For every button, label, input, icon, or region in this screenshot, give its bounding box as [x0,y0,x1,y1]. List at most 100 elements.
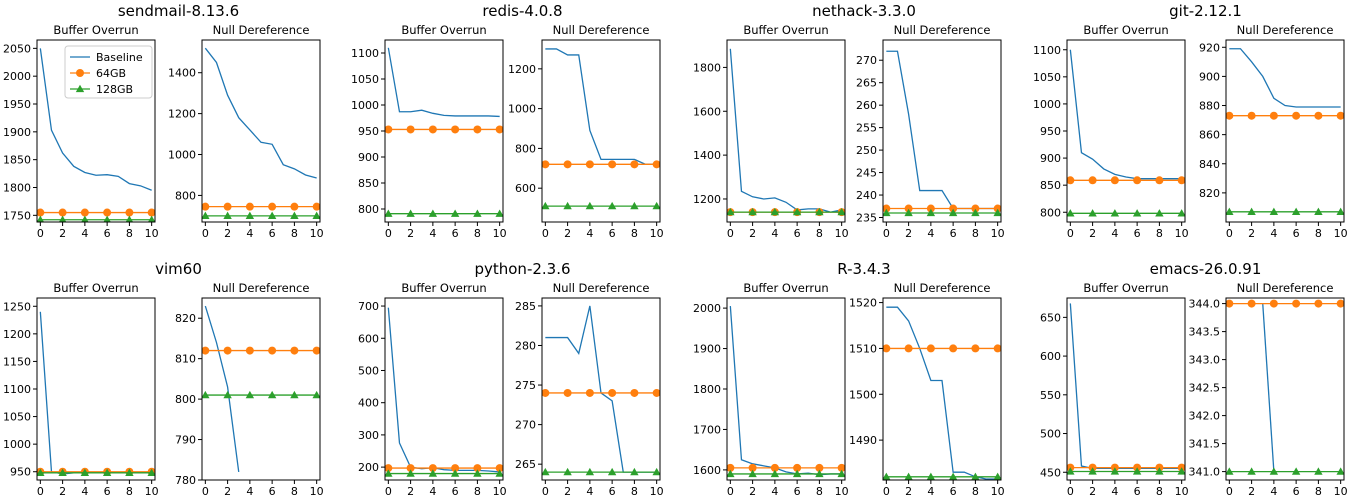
marker-triangle [1247,467,1256,475]
x-tick-label: 6 [794,227,801,240]
marker-circle [125,208,134,217]
x-tick-label: 10 [1334,485,1348,497]
y-tick-label: 250 [856,144,877,157]
y-tick-label: 200 [358,461,379,474]
y-tick-label: 235 [856,212,877,225]
marker-triangle [748,207,757,216]
marker-triangle [450,209,460,217]
panel-r-3-4-3-null-dereference: Null Dereference 1490 1500 1510 1520 0 2 4 6 8 10 [849,281,1005,497]
y-tick-label: 1050 [351,73,379,86]
y-tick-label: 1600 [693,105,721,118]
y-tick-label: 1850 [3,154,31,167]
subplot-title: Null Dereference [213,281,310,295]
marker-circle [473,464,482,473]
marker-triangle [904,208,913,217]
y-tick-label: 1000 [3,438,31,451]
marker-triangle [202,390,210,399]
group-title-vim60: vim60 [155,260,202,278]
series-128gb [883,208,1001,217]
marker-circle [926,204,935,213]
series-baseline [729,48,842,213]
marker-triangle [727,469,735,478]
y-tick-label: 1200 [508,63,536,76]
marker-triangle [103,215,111,222]
series-baseline [729,306,842,476]
marker-triangle [1314,207,1323,215]
x-tick-label: 4 [927,485,934,497]
y-tick-label: 275 [515,379,536,392]
series-baseline [545,305,657,473]
axes-frame [882,39,1002,223]
series-line-baseline [545,48,657,165]
x-tick-label: 2 [749,227,756,240]
x-tick-label: 6 [1134,227,1141,240]
marker-triangle [37,215,45,222]
marker-triangle [81,215,89,222]
axes-frame [201,297,321,481]
marker-triangle [837,207,845,216]
x-tick-label: 10 [1175,485,1189,497]
marker-triangle [1336,467,1344,475]
x-tick-label: 4 [1111,227,1118,240]
legend-label: Baseline [96,51,143,64]
x-tick-label: 6 [609,227,616,240]
marker-triangle [1110,467,1120,475]
series-64gb [883,204,1001,213]
marker-triangle [1132,467,1142,475]
marker-triangle [223,390,232,399]
marker-triangle [1226,207,1234,215]
panel-nethack-3-3-0-null-dereference: Null Dereference235240245250255260265270… [856,23,1005,240]
x-tick-label: 2 [564,227,571,240]
marker-triangle [815,469,824,478]
marker-circle [290,346,299,355]
series-128gb [1067,467,1185,475]
panel-redis-4-0-8-buffer-overrun: Buffer Overrun 800 850 900 950 1000 1050 1100 0 2… [351,23,507,240]
series-line-baseline [545,305,657,473]
x-tick-label: 4 [246,485,253,497]
series-line-baseline [886,50,998,210]
marker-circle [58,208,67,217]
marker-circle [971,204,980,213]
marker-triangle [585,201,595,210]
marker-triangle [385,469,393,477]
marker-circle [652,388,660,397]
x-tick-label: 10 [145,227,159,240]
x-tick-label: 8 [474,485,481,497]
y-tick-label: 1400 [168,67,196,80]
marker-triangle [406,209,415,217]
marker-circle [1177,463,1185,472]
marker-circle [993,204,1001,213]
marker-triangle [1110,209,1120,217]
y-tick-label: 1400 [693,149,721,162]
marker-triangle [607,467,617,476]
marker-circle [385,125,393,134]
axes-frame [1225,39,1345,223]
x-tick-label: 2 [905,485,912,497]
y-tick-label: 1200 [168,108,196,121]
marker-circle [949,204,958,213]
group-title-redis-4-0-8: redis-4.0.8 [482,2,562,20]
marker-triangle [904,472,913,480]
legend-box [64,45,153,99]
panel-sendmail-8-13-6-null-dereference: Null Dereference 800 1000 1200 1400 0 2 4 6 8 10 [168,23,324,240]
legend: Baseline 64GB 128GB [64,45,153,99]
marker-triangle [1132,209,1142,217]
y-tick-label: 1800 [3,181,31,194]
series-baseline [1229,48,1341,108]
x-tick-label: 2 [59,227,66,240]
x-tick-label: 8 [126,485,133,497]
x-tick-label: 2 [1089,227,1096,240]
y-tick-label: 1600 [693,464,721,477]
x-tick-label: 2 [1248,485,1255,497]
marker-triangle [223,211,232,220]
x-tick-label: 4 [81,227,88,240]
subplot-title: Buffer Overrun [1083,23,1168,37]
marker-circle [630,388,639,397]
y-tick-label: 342.5 [1189,382,1221,395]
x-tick-label: 0 [883,485,890,497]
x-tick-label: 0 [1067,227,1074,240]
y-tick-label: 400 [358,397,379,410]
marker-circle [542,160,550,169]
subplot-title: Null Dereference [894,281,991,295]
